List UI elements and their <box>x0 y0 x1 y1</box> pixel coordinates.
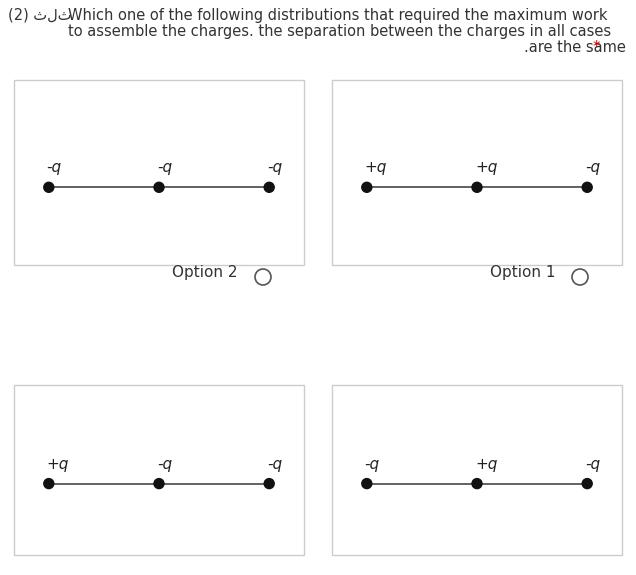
Circle shape <box>264 182 274 192</box>
Text: -q: -q <box>585 457 600 471</box>
Text: -q: -q <box>365 457 380 471</box>
Text: -q: -q <box>267 160 282 175</box>
Circle shape <box>362 182 372 192</box>
Text: -q: -q <box>267 457 282 471</box>
Circle shape <box>255 269 271 285</box>
Circle shape <box>472 478 482 489</box>
Text: Option 2: Option 2 <box>172 266 238 281</box>
FancyBboxPatch shape <box>14 80 304 265</box>
Circle shape <box>472 182 482 192</box>
Text: Option 1: Option 1 <box>490 266 555 281</box>
FancyBboxPatch shape <box>332 385 622 555</box>
Circle shape <box>582 478 592 489</box>
Text: -q: -q <box>157 160 172 175</box>
Circle shape <box>582 182 592 192</box>
Text: -q: -q <box>157 457 172 471</box>
Text: +q: +q <box>365 160 387 175</box>
Circle shape <box>44 478 54 489</box>
Text: +q: +q <box>47 457 69 471</box>
Text: to assemble the charges. the separation between the charges in all cases: to assemble the charges. the separation … <box>68 24 611 39</box>
Text: +q: +q <box>475 457 497 471</box>
Circle shape <box>154 478 164 489</box>
Circle shape <box>264 478 274 489</box>
Circle shape <box>362 478 372 489</box>
Circle shape <box>154 182 164 192</box>
FancyBboxPatch shape <box>14 385 304 555</box>
Text: Which one of the following distributions that required the maximum work: Which one of the following distributions… <box>68 8 607 23</box>
Circle shape <box>44 182 54 192</box>
Text: -q: -q <box>585 160 600 175</box>
FancyBboxPatch shape <box>332 80 622 265</box>
Text: (2) ثلث: (2) ثلث <box>8 8 71 23</box>
Text: -q: -q <box>47 160 62 175</box>
Circle shape <box>572 269 588 285</box>
Text: +q: +q <box>475 160 497 175</box>
Text: *: * <box>593 40 600 55</box>
Text: .are the same: .are the same <box>524 40 626 55</box>
